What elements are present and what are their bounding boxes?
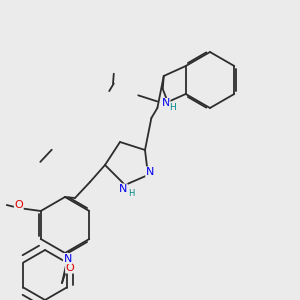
Text: N: N: [162, 98, 170, 109]
Text: N: N: [64, 254, 72, 263]
Text: N: N: [119, 184, 127, 194]
Text: O: O: [66, 263, 74, 273]
Text: N: N: [146, 167, 154, 177]
Text: H: H: [128, 188, 134, 197]
Text: O: O: [14, 200, 23, 210]
Text: H: H: [169, 103, 176, 112]
